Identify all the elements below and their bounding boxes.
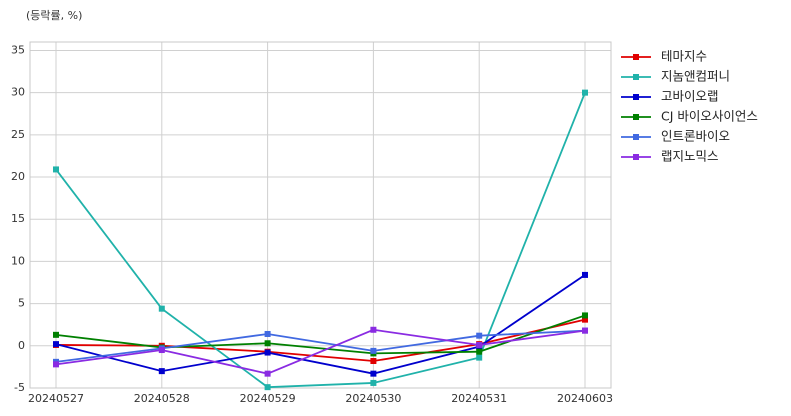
point [264,330,271,337]
series-line [55,318,586,362]
y-tick-label: 30 [11,86,25,99]
series-line [55,92,586,389]
point [476,332,483,339]
legend-text: 지놈앤컴퍼니 [661,69,730,84]
x-tick-label: 20240530 [345,392,401,405]
legend-marker [633,154,639,160]
point [582,327,588,334]
y-tick-label: -5 [14,381,25,394]
point [370,357,377,364]
y-tick-label: 25 [11,128,25,141]
point [370,326,377,333]
point [158,347,165,354]
point [476,354,483,361]
x-tick-label: 20240527 [28,392,84,405]
y-tick-label: 35 [11,43,25,56]
y-tick-label: 20 [11,170,25,183]
series-line [55,328,586,375]
legend-marker [633,114,639,120]
point [476,341,483,348]
legend-text: 테마지수 [661,49,707,64]
point [264,340,271,347]
legend-text: 랩지노믹스 [661,149,719,164]
y-axis-label: (등락률, %) [26,9,82,22]
point [53,361,59,368]
legend-marker [633,54,639,60]
series-line [55,314,586,355]
point [582,89,588,96]
legend-marker [633,74,639,80]
x-tick-label: 20240529 [240,392,296,405]
point [582,312,588,319]
point [582,316,588,323]
x-tick-label: 20240528 [134,392,190,405]
point [158,305,165,312]
point [370,379,377,386]
point [158,368,165,375]
point [264,370,271,377]
legend-marker [633,134,639,140]
x-tick-label: 20240603 [557,392,613,405]
point [476,348,483,355]
point [53,166,59,173]
point [582,271,588,278]
y-tick-label: 5 [18,297,25,310]
point [53,331,59,338]
legend-text: 인트론바이오 [661,129,730,144]
x-tick-label: 20240531 [451,392,507,405]
y-tick-label: 15 [11,212,25,225]
series-line [55,329,586,363]
point [370,370,377,377]
plot-frame [29,41,612,389]
point [53,341,59,348]
y-tick-label: 0 [18,339,25,352]
point [370,347,377,354]
y-tick-label: 10 [11,254,25,267]
point [264,349,271,356]
legend-text: 고바이오랩 [661,89,719,104]
legend-marker [633,94,639,100]
legend-text: CJ 바이오사이언스 [661,109,758,124]
point [264,384,271,391]
